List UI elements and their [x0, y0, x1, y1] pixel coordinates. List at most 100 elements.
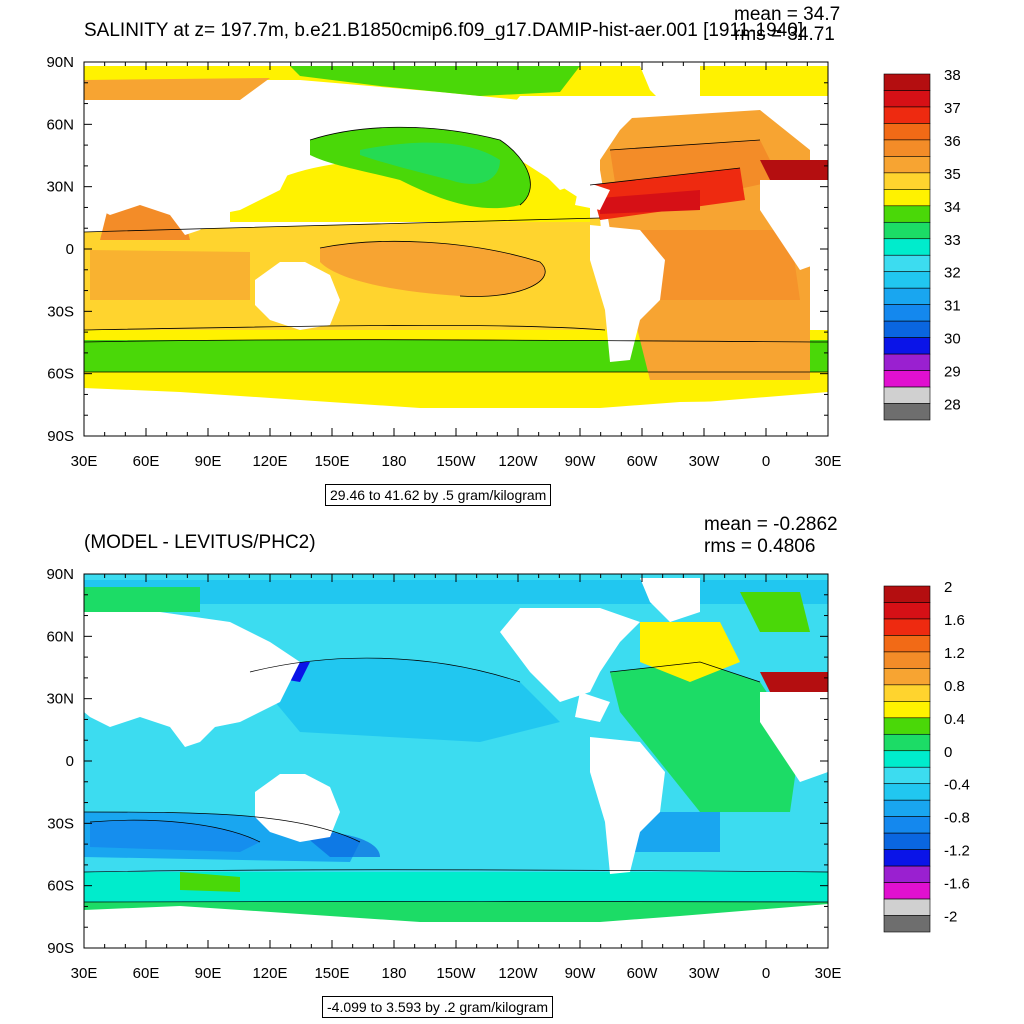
colorbar-swatch — [883, 783, 931, 801]
colorbar-swatch — [883, 865, 931, 883]
colorbar-label: 38 — [944, 67, 961, 84]
difference-range-label: -4.099 to 3.593 by .2 gram/kilogram — [322, 996, 554, 1018]
axis-labels: 30E 60E 90E 120E 150E 180 150W 120W 90W 60W 30W 0 30… — [46, 54, 841, 470]
colorbar-label: 1.6 — [944, 612, 965, 629]
lat-label: 60S — [47, 366, 74, 383]
difference-map-svg: 30E 60E 90E 120E 150E 180 150W 120W 90W 60W 30W 0 30… — [46, 566, 970, 982]
lon-label: 30W — [689, 453, 721, 470]
lat-label: 30S — [47, 303, 74, 320]
colorbar-label: 35 — [944, 166, 961, 183]
difference-mean: mean = -0.2862 — [704, 514, 838, 535]
colorbar-swatch — [883, 832, 931, 850]
colorbar-swatch — [883, 882, 931, 900]
lat-label: 30S — [47, 815, 74, 832]
lon-label: 90W — [565, 965, 597, 982]
colorbar-label: -1.2 — [944, 843, 970, 860]
colorbar-label: -0.8 — [944, 810, 970, 827]
colorbar-label: -2 — [944, 909, 957, 926]
salinity-range-label: 29.46 to 41.62 by .5 gram/kilogram — [325, 484, 552, 506]
lon-label: 60E — [133, 453, 160, 470]
colorbar-swatch — [883, 585, 931, 603]
colorbar-label: 36 — [944, 133, 961, 150]
lat-label: 60N — [46, 116, 74, 133]
colorbar-label: -0.4 — [944, 777, 970, 794]
lat-label: 90N — [46, 54, 74, 71]
colorbar-swatch — [883, 156, 931, 174]
salinity-mean: mean = 34.7 — [734, 4, 841, 25]
lon-label: 0 — [762, 453, 770, 470]
colorbar-swatch — [883, 651, 931, 669]
colorbar-label: 29 — [944, 364, 961, 381]
lon-label: 60W — [627, 965, 659, 982]
lon-label: 120E — [252, 965, 287, 982]
axis-labels: 30E 60E 90E 120E 150E 180 150W 120W 90W 60W 30W 0 30… — [46, 566, 841, 982]
colorbar-swatch — [883, 189, 931, 207]
colorbar-swatch — [883, 73, 931, 91]
lat-label: 0 — [66, 753, 74, 770]
colorbar-swatch — [883, 106, 931, 124]
lon-label: 30E — [71, 965, 98, 982]
colorbar-swatch — [883, 701, 931, 719]
lon-label: 180 — [381, 965, 406, 982]
colorbar-swatch — [883, 849, 931, 867]
salinity-rms: rms = 34.71 — [734, 24, 835, 45]
difference-rms: rms = 0.4806 — [704, 536, 816, 557]
colorbar-swatch — [883, 733, 931, 752]
lon-label: 90E — [195, 453, 222, 470]
lat-label: 30N — [46, 179, 74, 196]
colorbar-swatch — [883, 898, 931, 916]
lon-label: 180 — [381, 453, 406, 470]
lon-label: 30E — [815, 453, 842, 470]
lon-label: 60W — [627, 453, 659, 470]
colorbar-label: 30 — [944, 331, 961, 348]
lon-label: 30E — [815, 965, 842, 982]
colorbar-swatch — [883, 816, 931, 834]
colorbar-swatch — [883, 123, 931, 141]
difference-title: (MODEL - LEVITUS/PHC2) — [84, 532, 316, 553]
colorbar-swatch — [883, 799, 931, 817]
colorbar-swatch — [883, 602, 931, 620]
difference-colorbar: 2 1.6 1.2 0.8 0.4 0 -0.4 -0.8 -1.2 -1.6 -2 — [883, 579, 970, 933]
lon-label: 120W — [498, 965, 538, 982]
colorbar-swatch — [883, 320, 931, 338]
contour-lines — [84, 657, 828, 903]
colorbar-swatch — [883, 618, 931, 636]
lon-label: 120E — [252, 453, 287, 470]
colorbar-swatch — [883, 766, 931, 785]
axis-ticks — [83, 573, 829, 949]
axis-ticks — [83, 61, 829, 437]
colorbar-swatch — [883, 304, 931, 322]
colorbar-swatch — [883, 635, 931, 653]
lon-label: 0 — [762, 965, 770, 982]
lon-label: 60E — [133, 965, 160, 982]
colorbar-swatch — [883, 684, 931, 702]
colorbar-swatch — [883, 370, 931, 388]
colorbar-label: 1.2 — [944, 645, 965, 662]
lat-label: 30N — [46, 691, 74, 708]
colorbar-label: 37 — [944, 100, 961, 117]
lat-label: 60N — [46, 628, 74, 645]
colorbar-label: -1.6 — [944, 876, 970, 893]
colorbar-swatch — [883, 403, 931, 421]
lat-label: 90S — [47, 428, 74, 445]
colorbar-swatch — [883, 750, 931, 768]
colorbar-swatch — [883, 915, 931, 933]
colorbar-swatch — [883, 139, 931, 157]
colorbar-label: 31 — [944, 298, 961, 315]
difference-field — [84, 574, 828, 948]
land-mask — [84, 578, 828, 948]
lon-label: 150W — [436, 453, 476, 470]
colorbar-swatch — [883, 254, 931, 273]
colorbar-swatch — [883, 205, 931, 223]
salinity-map-svg: 30E 60E 90E 120E 150E 180 150W 120W 90W 60W 30W 0 30… — [46, 54, 961, 470]
colorbar-swatch — [883, 337, 931, 355]
lat-label: 60S — [47, 878, 74, 895]
colorbar-label: 2 — [944, 579, 952, 596]
colorbar-swatch — [883, 717, 931, 735]
colorbar-label: 32 — [944, 265, 961, 282]
lat-label: 0 — [66, 241, 74, 258]
colorbar-swatch — [883, 238, 931, 256]
colorbar-label: 33 — [944, 232, 961, 249]
lon-label: 90E — [195, 965, 222, 982]
colorbar-swatch — [883, 353, 931, 371]
